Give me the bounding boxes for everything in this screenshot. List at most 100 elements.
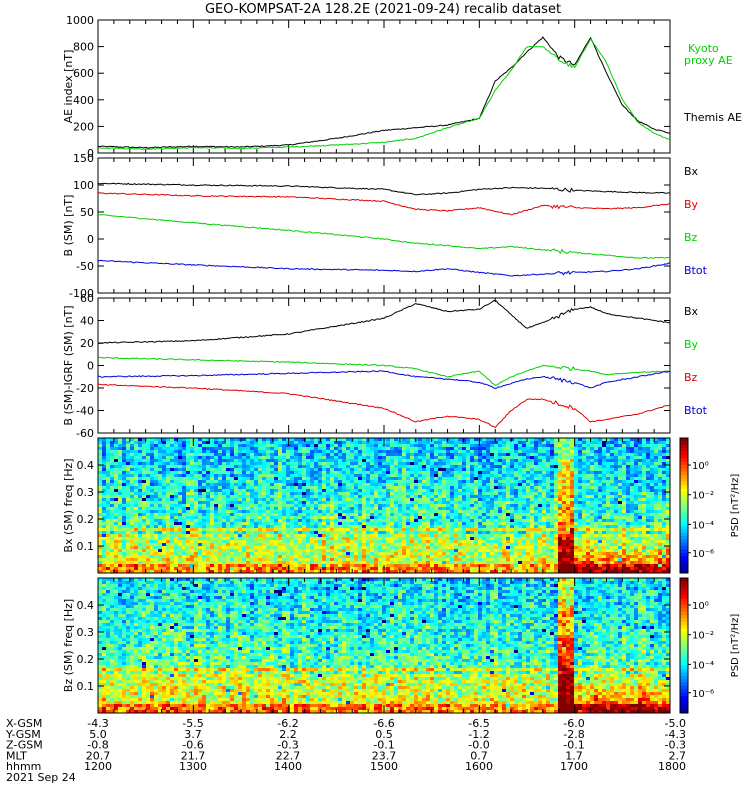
spectrogram-cell [306,567,310,570]
spectrogram-cell [290,549,294,552]
spectrogram-cell [106,513,110,516]
spectrogram-cell [402,504,406,507]
spectrogram-cell [462,462,466,465]
spectrogram-cell [254,480,258,483]
spectrogram-cell [110,534,114,537]
spectrogram-cell [238,456,242,459]
spectrogram-cell [398,450,402,453]
spectrogram-cell [294,519,298,522]
spectrogram-cell [318,522,322,525]
spectrogram-cell [502,501,506,504]
spectrogram-cell [466,558,470,561]
spectrogram-cell [438,477,442,480]
spectrogram-cell [174,504,178,507]
spectrogram-cell [458,471,462,474]
spectrogram-cell [354,567,358,570]
spectrogram-cell [374,504,378,507]
spectrogram-cell [270,519,274,522]
spectrogram-cell [422,453,426,456]
spectrogram-cell [422,450,426,453]
spectrogram-cell [266,537,270,540]
spectrogram-cell [222,462,226,465]
spectrogram-cell [250,450,254,453]
spectrogram-cell [322,486,326,489]
spectrogram-cell [214,468,218,471]
spectrogram-cell [178,483,182,486]
spectrogram-cell [222,552,226,555]
spectrogram-cell [146,486,150,489]
spectrogram-cell [106,507,110,510]
spectrogram-cell [402,540,406,543]
spectrogram-cell [206,549,210,552]
spectrogram-cell [262,516,266,519]
spectrogram-cell [262,564,266,567]
spectrogram-cell [490,468,494,471]
spectrogram-cell [374,441,378,444]
spectrogram-cell [510,492,514,495]
spectrogram-cell [130,459,134,462]
spectrogram-cell [450,438,454,441]
spectrogram-cell [182,552,186,555]
spectrogram-cell [382,546,386,549]
spectrogram-cell [278,456,282,459]
spectrogram-cell [390,558,394,561]
spectrogram-cell [426,519,430,522]
spectrogram-cell [158,495,162,498]
spectrogram-cell [350,465,354,468]
spectrogram-cell [178,498,182,501]
spectrogram-cell [234,534,238,537]
spectrogram-cell [258,558,262,561]
spectrogram-cell [510,477,514,480]
spectrogram-cell [358,438,362,441]
spectrogram-cell [110,519,114,522]
spectrogram-cell [346,534,350,537]
spectrogram-cell [442,471,446,474]
spectrogram-cell [450,570,454,573]
spectrogram-cell [110,465,114,468]
spectrogram-cell [306,504,310,507]
spectrogram-cell [126,468,130,471]
spectrogram-cell [254,474,258,477]
spectrogram-cell [410,534,414,537]
spectrogram-cell [254,447,258,450]
spectrogram-cell [242,447,246,450]
spectrogram-cell [170,438,174,441]
spectrogram-cell [342,471,346,474]
spectrogram-cell [470,447,474,450]
spectrogram-cell [462,486,466,489]
spectrogram-cell [302,447,306,450]
spectrogram-cell [386,498,390,501]
spectrogram-cell [434,480,438,483]
spectrogram-cell [326,489,330,492]
spectrogram-cell [270,447,274,450]
spectrogram-cell [106,441,110,444]
spectrogram-cell [174,525,178,528]
spectrogram-cell [122,552,126,555]
spectrogram-cell [410,498,414,501]
spectrogram-cell [154,441,158,444]
spectrogram-cell [422,504,426,507]
spectrogram-cell [454,567,458,570]
spectrogram-cell [122,444,126,447]
spectrogram-cell [466,498,470,501]
spectrogram-cell [206,543,210,546]
spectrogram-cell [294,516,298,519]
spectrogram-cell [130,480,134,483]
spectrogram-cell [362,465,366,468]
spectrogram-cell [506,534,510,537]
spectrogram-cell [442,549,446,552]
spectrogram-cell [198,555,202,558]
spectrogram-cell [302,564,306,567]
spectrogram-cell [122,483,126,486]
spectrogram-cell [234,480,238,483]
spectrogram-cell [134,477,138,480]
spectrogram-cell [238,465,242,468]
spectrogram-cell [430,537,434,540]
spectrogram-cell [502,477,506,480]
spectrogram-cell [462,471,466,474]
spectrogram-cell [338,441,342,444]
spectrogram-cell [142,453,146,456]
spectrogram-cell [478,468,482,471]
spectrogram-cell [438,438,442,441]
spectrogram-cell [106,474,110,477]
